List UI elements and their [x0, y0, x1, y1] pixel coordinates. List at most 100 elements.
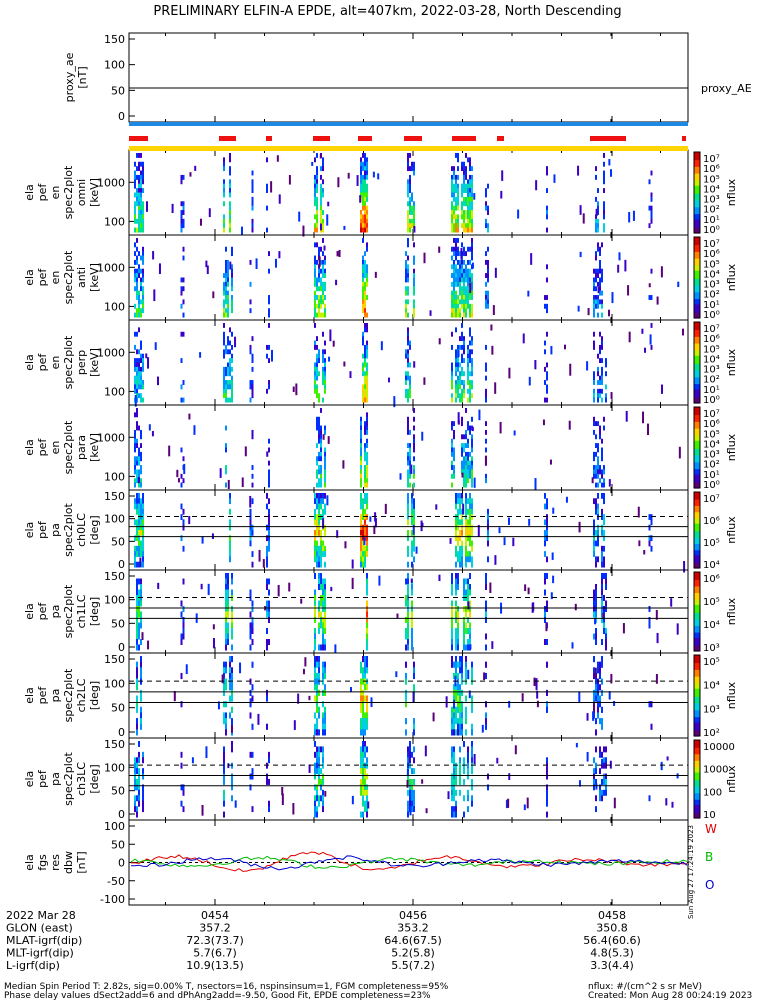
flux-cell — [322, 493, 324, 499]
flux-cell — [229, 524, 231, 531]
flux-cell — [461, 259, 463, 265]
colorbar-cell — [694, 792, 700, 794]
flux-cell — [451, 746, 453, 753]
flux-cell — [605, 773, 607, 780]
flux-cell — [597, 460, 599, 466]
colorbar-cell — [694, 424, 700, 427]
flux-speckle — [234, 800, 237, 808]
flux-cell — [366, 295, 368, 300]
flux-cell — [366, 456, 368, 462]
flux-cell — [405, 312, 407, 318]
flux-cell — [318, 611, 320, 618]
flux-cell — [461, 718, 463, 725]
flux-cell — [601, 723, 603, 730]
flux-cell — [601, 718, 603, 725]
flux-cell — [320, 303, 322, 309]
flux-cell — [409, 447, 411, 453]
flux-cell — [134, 170, 136, 176]
flux-cell — [601, 706, 603, 713]
flux-cell — [249, 508, 252, 515]
flux-cell — [316, 806, 318, 813]
flux-cell — [467, 277, 469, 283]
fgs-component-0 — [131, 851, 688, 872]
flux-speckle — [594, 617, 597, 625]
colorbar-cell — [694, 540, 700, 542]
flux-cell — [366, 573, 368, 579]
flux-cell — [413, 729, 415, 736]
flux-cell — [463, 393, 465, 399]
flux-cell — [142, 551, 144, 557]
flux-cell — [364, 551, 366, 557]
flux-cell — [407, 429, 409, 435]
flux-cell — [316, 281, 318, 287]
flux-cell — [407, 561, 409, 568]
flux-cell — [405, 672, 407, 680]
flux-cell — [599, 375, 601, 381]
flux-cell — [231, 762, 233, 769]
flux-cell — [413, 281, 415, 287]
fgs-timestamp: Sun Aug 27 17:24:19 2023 — [687, 825, 695, 919]
flux-cell — [463, 578, 465, 585]
flux-cell — [463, 259, 465, 265]
flux-cell — [603, 425, 605, 431]
flux-cell — [134, 460, 136, 466]
flux-cell — [318, 273, 320, 278]
flux-cell — [324, 493, 326, 499]
flux-cell — [409, 174, 411, 180]
flux-cell — [136, 238, 138, 243]
flux-cell — [407, 238, 409, 243]
flux-cell — [316, 678, 318, 685]
flux-cell — [451, 380, 453, 385]
flux-speckle — [274, 258, 277, 268]
flux-cell — [136, 779, 138, 785]
colorbar-cell — [694, 788, 700, 790]
flux-cell — [360, 429, 362, 435]
flux-cell — [599, 393, 601, 399]
flux-cell — [461, 561, 463, 568]
flux-cell — [249, 784, 252, 791]
flux-cell — [316, 460, 318, 466]
flux-cell — [268, 519, 270, 526]
flux-cell — [603, 530, 605, 536]
flux-cell — [411, 644, 413, 651]
flux-cell — [324, 429, 326, 435]
flux-cell — [603, 617, 605, 623]
flux-cell — [136, 701, 138, 708]
flux-cell — [457, 223, 459, 229]
flux-cell — [603, 210, 605, 215]
flux-cell — [227, 303, 229, 309]
flux-cell — [546, 530, 548, 536]
flux-cell — [182, 312, 185, 318]
flux-cell — [366, 223, 368, 229]
flux-cell — [465, 556, 467, 563]
flux-cell — [409, 789, 411, 796]
colorbar-tick-label: 10³ — [703, 280, 720, 291]
flux-cell — [362, 161, 364, 167]
colorbar-cell — [694, 780, 700, 783]
flux-cell — [595, 218, 597, 224]
bar-red-segment — [497, 136, 504, 141]
flux-cell — [268, 589, 270, 596]
flux-cell — [136, 201, 138, 207]
flux-cell — [322, 514, 324, 520]
flux-cell — [599, 344, 601, 350]
colorbar-cell — [694, 166, 700, 169]
flux-cell — [467, 524, 469, 531]
flux-cell — [407, 286, 409, 292]
flux-speckle — [288, 582, 291, 592]
flux-cell — [182, 246, 185, 252]
colorbar-cell — [694, 775, 700, 777]
flux-speckle — [490, 324, 493, 331]
colorbar-cell — [694, 507, 700, 510]
flux-cell — [314, 741, 316, 747]
flux-speckle — [514, 745, 517, 755]
flux-cell — [601, 795, 603, 802]
colorbar-cell — [694, 346, 700, 349]
flux-speckle — [507, 517, 510, 525]
flux-cell — [413, 434, 415, 440]
colorbar-cell — [694, 812, 700, 815]
flux-cell — [366, 353, 368, 359]
colorbar-cell — [694, 358, 700, 361]
flux-cell — [546, 384, 548, 390]
flux-speckle — [610, 392, 613, 399]
